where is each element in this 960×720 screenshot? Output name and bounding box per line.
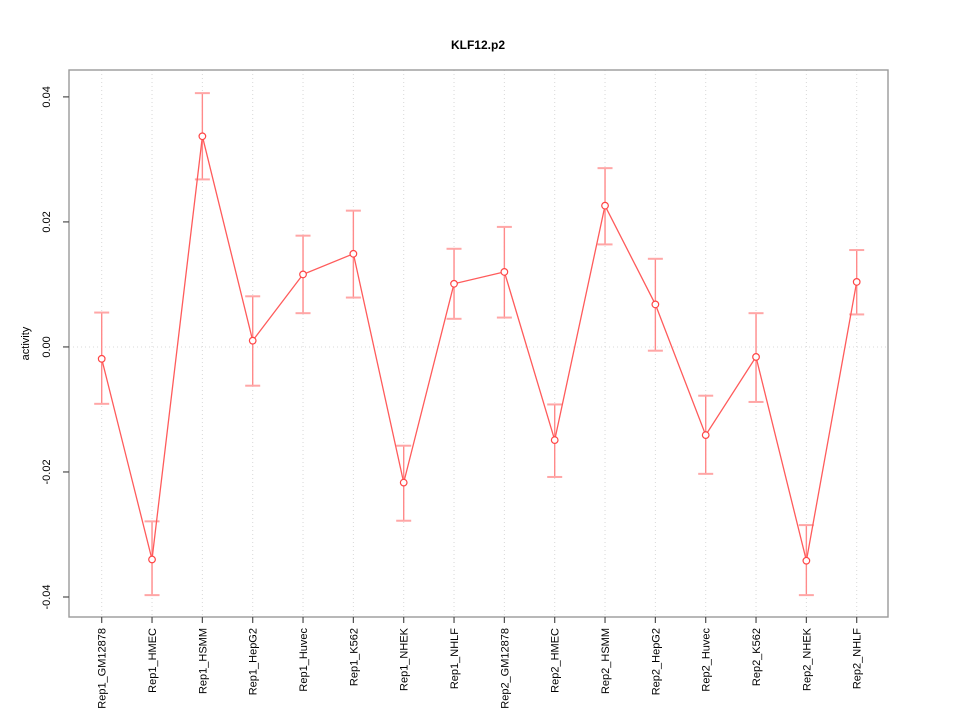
- data-point: [752, 353, 760, 361]
- x-tick-label: Rep2_HMEC: [550, 628, 562, 693]
- chart-title: KLF12.p2: [451, 38, 505, 52]
- data-point: [802, 556, 811, 565]
- x-tick-label: Rep2_NHEK: [801, 627, 813, 691]
- data-point: [248, 336, 257, 345]
- y-tick-label: 0.02: [41, 211, 53, 232]
- data-point: [299, 270, 307, 279]
- x-tick-label: Rep1_Huvec: [298, 628, 310, 692]
- y-tick-label: 0.00: [41, 336, 53, 357]
- x-tick-label: Rep1_GM12878: [97, 628, 109, 709]
- x-tick-label: Rep2_Huvec: [701, 628, 713, 692]
- x-tick-label: Rep1_HSMM: [197, 628, 209, 694]
- y-tick-label: 0.04: [41, 86, 53, 107]
- y-tick-label: -0.02: [41, 459, 53, 484]
- data-point: [550, 436, 559, 444]
- data-point: [450, 279, 458, 288]
- x-tick-label: Rep1_HMEC: [147, 628, 159, 693]
- y-tick-label: -0.04: [41, 584, 53, 609]
- data-point: [148, 555, 156, 564]
- x-tick-label: Rep2_GM12878: [499, 628, 511, 709]
- data-point: [601, 201, 609, 210]
- data-point: [651, 300, 660, 309]
- x-tick-label: Rep1_NHEK: [399, 627, 411, 691]
- x-tick-label: Rep2_K562: [751, 628, 763, 686]
- data-point: [701, 431, 710, 439]
- x-tick-label: Rep2_HSMM: [600, 628, 612, 694]
- x-tick-label: Rep1_HepG2: [248, 628, 260, 695]
- data-point: [500, 268, 509, 276]
- data-point: [852, 278, 861, 286]
- x-tick-label: Rep1_NHLF: [449, 628, 461, 689]
- x-tick-label: Rep1_K562: [348, 628, 360, 686]
- data-point: [97, 354, 106, 363]
- x-tick-label: Rep2_HepG2: [650, 628, 662, 695]
- plot-box: [68, 69, 889, 618]
- data-point: [349, 249, 358, 258]
- x-tick-label: Rep2_NHLF: [852, 628, 864, 689]
- series-line: [101, 136, 858, 561]
- plot-area: -0.04 -0.02 0.00 0.02 0.04 Rep1_GM12878 Rep1_H…: [41, 69, 889, 709]
- data-point: [399, 478, 408, 487]
- y-axis-label: activity: [20, 326, 32, 360]
- data-point: [198, 132, 207, 141]
